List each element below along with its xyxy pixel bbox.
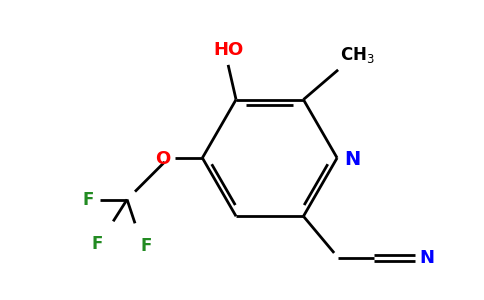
Text: F: F: [92, 235, 103, 253]
Text: N: N: [344, 150, 360, 170]
Text: HO: HO: [213, 41, 243, 59]
Text: N: N: [419, 249, 434, 267]
Text: O: O: [155, 150, 171, 168]
Text: CH$_3$: CH$_3$: [340, 45, 375, 65]
Text: F: F: [82, 190, 93, 208]
Text: F: F: [141, 237, 152, 255]
